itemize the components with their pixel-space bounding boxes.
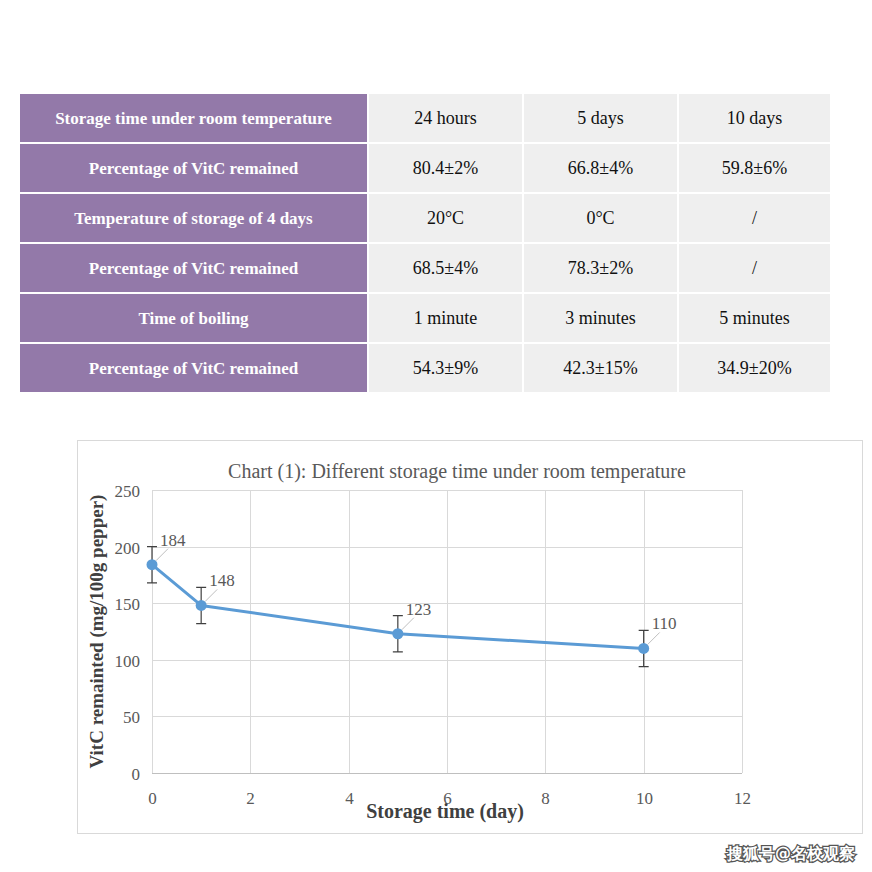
table-cell bbox=[679, 294, 830, 342]
table-cell bbox=[524, 94, 677, 142]
table-cell bbox=[524, 194, 677, 242]
table-cell bbox=[369, 194, 522, 242]
header-cell bbox=[20, 194, 367, 242]
header-text: Temperature of storage of 4 days bbox=[74, 209, 313, 228]
cell-text: 59.8±6% bbox=[722, 158, 787, 178]
grid-line-x bbox=[742, 490, 743, 773]
table-cell bbox=[369, 294, 522, 342]
chart-frame bbox=[78, 441, 863, 834]
table-cell bbox=[369, 144, 522, 192]
table-cell bbox=[369, 94, 522, 142]
cell-text: 1 minute bbox=[414, 308, 478, 328]
cell-text: 10 days bbox=[727, 108, 783, 128]
cell-text: 78.3±2% bbox=[568, 258, 633, 278]
table-cell bbox=[679, 94, 830, 142]
table: Storage time under room temperature 24 ho… bbox=[20, 94, 830, 392]
error-bar bbox=[147, 547, 157, 583]
data-label: 110 bbox=[652, 614, 677, 633]
header-text: Percentage of VitC remained bbox=[89, 159, 299, 178]
header-text: Time of boiling bbox=[138, 309, 249, 328]
header-cell bbox=[20, 344, 367, 392]
plot-area bbox=[147, 547, 650, 667]
y-tick-label: 200 bbox=[115, 539, 141, 558]
table-cell bbox=[679, 244, 830, 292]
x-axis bbox=[152, 773, 742, 774]
data-point bbox=[392, 628, 403, 639]
data-line bbox=[152, 565, 644, 649]
x-tick-label: 0 bbox=[148, 789, 157, 808]
table-cell bbox=[679, 194, 830, 242]
canvas: Storage time under room temperature 24 ho… bbox=[0, 0, 872, 872]
label-leader bbox=[648, 632, 660, 644]
x-axis-label: Storage time (day) bbox=[366, 800, 524, 823]
cell-text: 5 minutes bbox=[719, 308, 790, 328]
table-cell bbox=[524, 144, 677, 192]
grid-line-x bbox=[447, 490, 448, 773]
cell-text: 5 days bbox=[577, 108, 624, 128]
x-tick-label: 12 bbox=[734, 789, 751, 808]
data-label: 123 bbox=[406, 600, 432, 619]
label-leader bbox=[402, 618, 414, 630]
cell-text: 54.3±9% bbox=[413, 358, 478, 378]
cell-text: 42.3±15% bbox=[563, 358, 637, 378]
cell-text: 20°C bbox=[427, 208, 464, 228]
error-bar bbox=[393, 616, 403, 652]
data-point bbox=[147, 559, 158, 570]
table-cell bbox=[679, 344, 830, 392]
grid bbox=[152, 490, 743, 774]
grid-line-x bbox=[545, 490, 546, 773]
cell-text: 68.5±4% bbox=[413, 258, 478, 278]
data-point bbox=[196, 600, 207, 611]
cell-text: 3 minutes bbox=[565, 308, 636, 328]
y-tick-label: 250 bbox=[115, 482, 141, 501]
x-tick-label: 8 bbox=[541, 789, 550, 808]
header-text: Percentage of VitC remained bbox=[89, 259, 299, 278]
error-bar bbox=[196, 587, 206, 623]
header-cell bbox=[20, 94, 367, 142]
chart-title: Chart (1): Different storage time under … bbox=[228, 460, 686, 483]
table-cell bbox=[524, 294, 677, 342]
y-tick-label: 50 bbox=[123, 708, 140, 727]
x-tick-label: 2 bbox=[246, 789, 255, 808]
grid-line-x bbox=[250, 490, 251, 773]
label-leader bbox=[205, 589, 217, 601]
cell-text: 34.9±20% bbox=[717, 358, 791, 378]
page: Storage time under room temperature 24 ho… bbox=[0, 0, 872, 872]
header-text: Storage time under room temperature bbox=[55, 109, 332, 128]
header-text: Percentage of VitC remained bbox=[89, 359, 299, 378]
cell-text: 0°C bbox=[586, 208, 614, 228]
data-point bbox=[638, 643, 649, 654]
table-cell bbox=[369, 244, 522, 292]
y-tick-label: 0 bbox=[132, 765, 141, 784]
cell-text: / bbox=[752, 258, 757, 278]
data-label: 184 bbox=[160, 531, 186, 550]
x-tick-label: 4 bbox=[345, 789, 354, 808]
cell-text: 66.8±4% bbox=[568, 158, 633, 178]
table-cell bbox=[369, 344, 522, 392]
y-axis-label: VitC remainted (mg/100g pepper) bbox=[86, 495, 108, 769]
grid-line-y bbox=[152, 773, 742, 774]
header-cell bbox=[20, 144, 367, 192]
y-tick-label: 150 bbox=[115, 595, 141, 614]
table-cell bbox=[524, 344, 677, 392]
table-cell bbox=[679, 144, 830, 192]
grid-line-x bbox=[152, 490, 153, 773]
data-label: 148 bbox=[209, 571, 235, 590]
cell-text: 80.4±2% bbox=[413, 158, 478, 178]
table-cell bbox=[524, 244, 677, 292]
grid-line-x bbox=[349, 490, 350, 773]
x-tick-label: 10 bbox=[636, 789, 653, 808]
cell-text: / bbox=[752, 208, 757, 228]
error-bar bbox=[639, 630, 649, 666]
y-tick-label: 100 bbox=[115, 652, 141, 671]
watermark: 搜狐号@名校观察 bbox=[726, 844, 855, 863]
header-cell bbox=[20, 294, 367, 342]
header-cell bbox=[20, 244, 367, 292]
cell-text: 24 hours bbox=[414, 108, 477, 128]
label-leader bbox=[156, 549, 168, 561]
